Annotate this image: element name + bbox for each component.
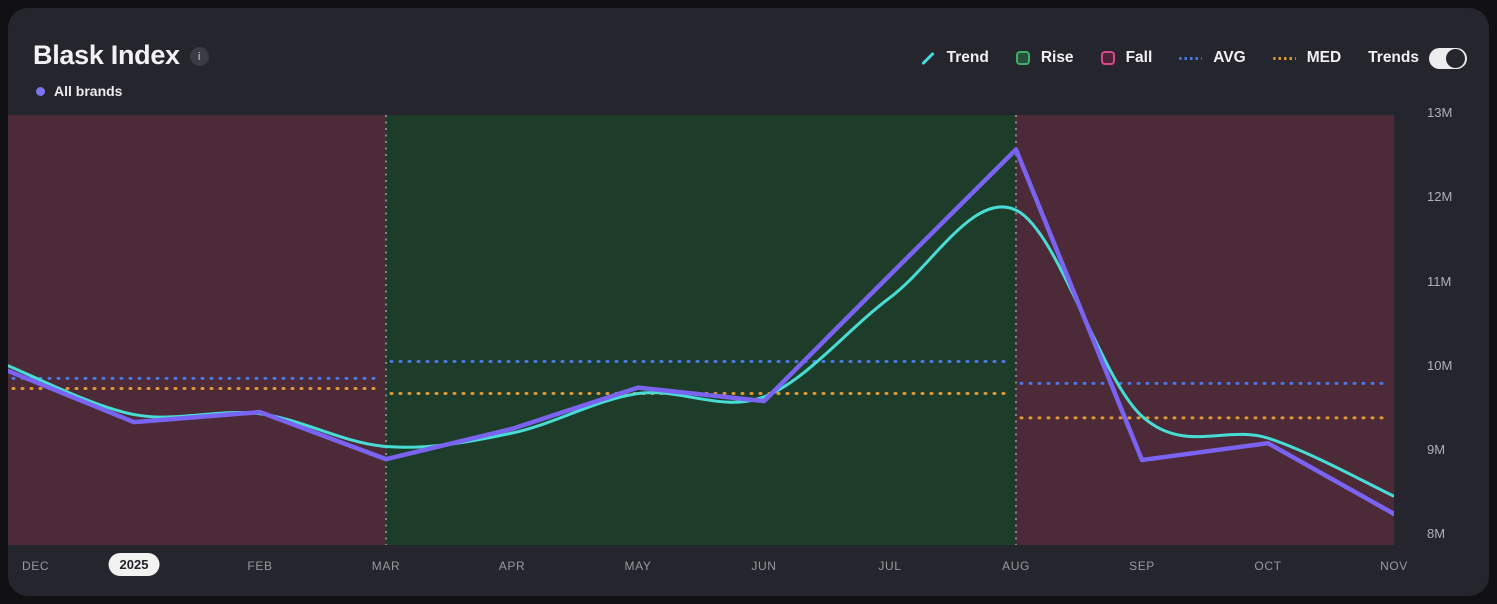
series-indicator: All brands (36, 83, 122, 99)
region-fall (8, 115, 386, 545)
trends-control: Trends (1368, 47, 1467, 69)
page-title: Blask Index (33, 40, 180, 70)
x-axis-label: NOV (1380, 559, 1408, 573)
chart-legend: Trend Rise Fall AVG MED Trends (920, 44, 1467, 72)
series-dot-icon (36, 86, 45, 96)
legend-label-avg: AVG (1213, 49, 1246, 66)
blask-index-card: Blask Index i All brands Trend Rise Fall… (8, 8, 1489, 596)
region-rise (386, 115, 1016, 545)
header: Blask Index i (33, 40, 209, 71)
avg-dotted-line-icon (1179, 56, 1203, 60)
legend-item-avg[interactable]: AVG (1179, 49, 1246, 67)
toggle-knob (1446, 48, 1465, 68)
series-label: All brands (54, 83, 123, 99)
y-axis-label: 9M (1427, 441, 1446, 457)
x-axis-label: AUG (1002, 559, 1030, 573)
x-axis-label: FEB (247, 559, 273, 573)
y-axis-label: 10M (1427, 357, 1453, 373)
legend-item-fall[interactable]: Fall (1100, 49, 1153, 67)
info-icon[interactable]: i (189, 47, 209, 66)
region-fall (1016, 115, 1394, 545)
rise-square-icon (1015, 51, 1030, 65)
x-axis-label: MAY (624, 559, 652, 573)
x-axis-label: JUN (751, 559, 777, 573)
trends-label: Trends (1368, 49, 1419, 66)
x-axis-label: OCT (1254, 559, 1282, 573)
legend-item-med[interactable]: MED (1272, 49, 1342, 67)
trend-line-icon (920, 51, 935, 65)
series-line-all-brands (8, 147, 1394, 517)
x-axis-label: JUL (878, 559, 902, 573)
y-axis-label: 8M (1427, 526, 1446, 542)
legend-label-med: MED (1306, 49, 1342, 66)
chart-plot-area[interactable] (8, 115, 1394, 545)
legend-item-trend[interactable]: Trend (920, 49, 989, 67)
legend-item-rise[interactable]: Rise (1015, 49, 1074, 67)
y-axis-label: 12M (1427, 189, 1453, 205)
y-axis-label: 11M (1427, 273, 1452, 289)
x-axis-label: DEC (22, 559, 50, 573)
x-axis-label: SEP (1129, 559, 1155, 573)
med-dotted-line-icon (1272, 56, 1296, 60)
x-axis-label: APR (498, 559, 526, 573)
legend-label-fall: Fall (1125, 49, 1153, 66)
trends-toggle[interactable] (1429, 47, 1467, 69)
x-axis-label: MAR (371, 559, 401, 573)
legend-label-trend: Trend (946, 49, 989, 66)
legend-label-rise: Rise (1040, 49, 1074, 66)
fall-square-icon (1100, 51, 1115, 65)
y-axis-label: 13M (1427, 105, 1453, 121)
year-pill[interactable]: 2025 (108, 553, 160, 576)
